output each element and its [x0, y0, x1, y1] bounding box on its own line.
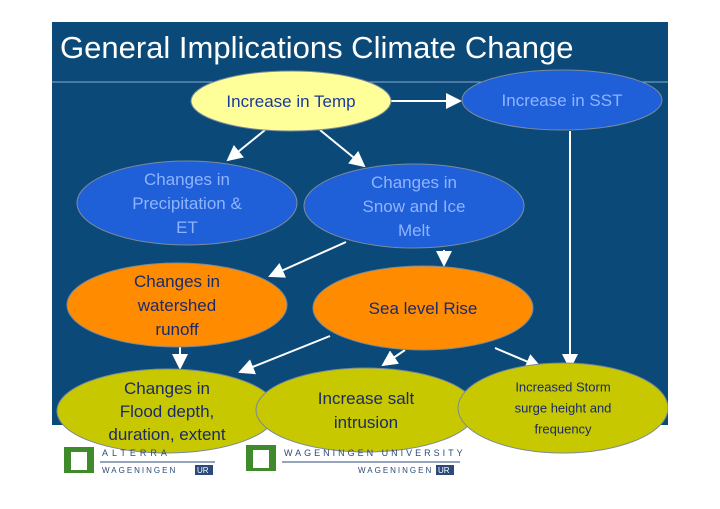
node-line: Increased Storm — [515, 380, 610, 395]
node-label: Changes in Precipitation & ET — [132, 170, 242, 237]
node — [461, 69, 663, 131]
node-line: Changes in — [134, 272, 220, 291]
node-line: intrusion — [334, 413, 398, 432]
node — [457, 362, 668, 454]
node — [76, 160, 298, 246]
logo-text: WAGENINGEN UNIVERSITY — [284, 448, 466, 458]
logo-text: WAGENINGEN — [102, 466, 177, 475]
logo-text: ALTERRA — [102, 448, 171, 458]
node-label: Changes in Flood depth, duration, extent — [108, 379, 225, 444]
node-label: Increase salt intrusion — [318, 389, 415, 432]
node-line: ET — [176, 218, 198, 237]
node-label: Sea level Rise — [369, 299, 478, 318]
logo-text: UR — [438, 466, 450, 475]
node-line: Increase in Temp — [226, 92, 355, 111]
node-line: Melt — [398, 221, 430, 240]
node — [312, 265, 534, 351]
node-label: Increase in Temp — [226, 92, 355, 111]
node-line: Changes in — [371, 173, 457, 192]
node-line: surge height and — [515, 401, 612, 416]
node-line: Changes in — [124, 379, 210, 398]
node-line: Changes in — [144, 170, 230, 189]
logo-text: UR — [197, 466, 209, 475]
node — [255, 367, 477, 453]
node-line: runoff — [155, 320, 198, 339]
node-line: duration, extent — [108, 425, 225, 444]
node — [66, 262, 288, 348]
node — [303, 163, 525, 249]
node-line: frequency — [534, 422, 592, 437]
node-line: Increase in SST — [502, 91, 623, 110]
node-label: Changes in watershed runoff — [134, 272, 220, 339]
title: General Implications Climate Change — [60, 30, 573, 65]
node-line: watershed — [137, 296, 216, 315]
logo-text: WAGENINGEN — [358, 466, 433, 475]
node-label: Increase in SST — [502, 91, 623, 110]
node-label: Changes in Snow and Ice Melt — [362, 173, 465, 240]
node-label: Increased Storm surge height and frequency — [515, 380, 612, 437]
arrows — [172, 93, 578, 375]
node-line: Precipitation & — [132, 194, 242, 213]
logos: ALTERRA WAGENINGEN UR WAGENINGEN UNIVERS… — [64, 445, 466, 475]
node-line: Snow and Ice — [362, 197, 465, 216]
node-line: Increase salt — [318, 389, 415, 408]
node — [190, 70, 392, 132]
node-line: Flood depth, — [120, 402, 215, 421]
node-line: Sea level Rise — [369, 299, 478, 318]
